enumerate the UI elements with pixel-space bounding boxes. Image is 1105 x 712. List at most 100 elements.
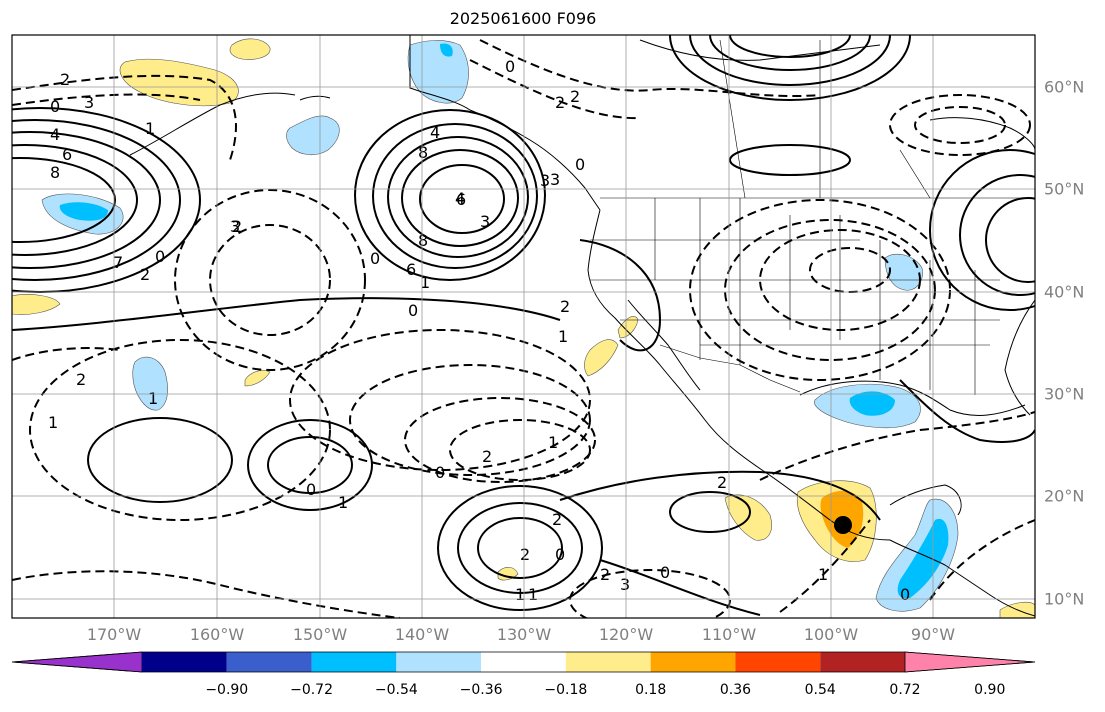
contour-ring — [729, 35, 851, 58]
contour-ring — [889, 94, 1031, 156]
shaded-regions — [12, 38, 1035, 618]
lon-tick-label: 150°W — [292, 625, 348, 644]
colorbar-segment — [142, 652, 227, 672]
contour-label: 2 — [717, 473, 727, 492]
contour-label: 7 — [113, 253, 123, 272]
contour-ring — [372, 123, 538, 269]
contour-label: 1 — [420, 273, 430, 292]
coastline-baja — [627, 299, 701, 391]
contour-ring — [87, 417, 233, 503]
contour-label: 0 — [900, 585, 910, 604]
shade-negative-area — [849, 391, 895, 416]
coastline-central-america — [889, 539, 1035, 617]
contour-label: 8 — [418, 231, 428, 250]
colorbar-segment — [565, 652, 651, 672]
contour-line — [12, 74, 237, 161]
colorbar — [11, 651, 1036, 673]
contour-label: 6 — [406, 260, 416, 279]
border-state — [899, 149, 931, 199]
coastline-east — [1004, 299, 1035, 416]
colorbar-tick-label: −0.18 — [544, 682, 588, 698]
colorbar-tick-label: 0.36 — [719, 682, 752, 698]
contour-label: 6 — [456, 190, 466, 209]
contour-line — [779, 519, 871, 613]
contour-label: 1 — [145, 119, 155, 138]
border-state — [719, 39, 746, 199]
contour-ring — [669, 35, 911, 101]
lon-tick-label: 130°W — [496, 625, 552, 644]
colorbar-segment — [650, 652, 736, 672]
contour-label: 8 — [418, 143, 428, 162]
contour-ring — [209, 224, 331, 336]
colorbar-extend-high — [904, 651, 1036, 673]
colorbar-tick-label: −0.90 — [205, 682, 249, 698]
contour-line — [559, 470, 881, 521]
contour-ring — [12, 119, 181, 281]
contour-label: 1 — [148, 389, 158, 408]
contour-line — [759, 411, 1035, 481]
colorbar-tick-label: −0.36 — [459, 682, 503, 698]
contour-line — [12, 570, 401, 618]
contour-line — [469, 59, 641, 120]
contour-ring — [419, 164, 505, 234]
contour-label: 2 — [570, 87, 580, 106]
contour-label: 3 — [620, 575, 630, 594]
contour-ring — [449, 419, 591, 481]
contour-label: 1 — [818, 565, 828, 584]
colorbar-tick-label: 0.72 — [889, 682, 921, 698]
lat-tick-label: 60°N — [1044, 77, 1085, 97]
contour-line — [899, 379, 1035, 443]
lon-tick-label: 140°W — [394, 625, 450, 644]
contour-label: 2 — [560, 297, 570, 316]
contour-ring — [349, 364, 591, 476]
contour-label: 3 — [550, 170, 560, 189]
contour-label: 8 — [50, 163, 60, 182]
contour-label: 0 — [306, 480, 316, 499]
contour-ring — [12, 131, 161, 269]
coastline-aleutians — [129, 92, 296, 156]
lon-tick-label: 110°W — [701, 625, 757, 644]
contour-ring — [29, 339, 331, 521]
contour-label: 1 — [48, 413, 58, 432]
contour-line — [599, 559, 761, 616]
contour-label: 0 — [155, 247, 165, 266]
contour-label: 1 — [558, 327, 568, 346]
contour-ring — [267, 436, 353, 494]
colorbar-segment — [481, 652, 566, 672]
contour-ring — [985, 197, 1035, 283]
contour-ring — [247, 419, 373, 511]
colorbar-outline — [11, 651, 1036, 673]
shade-negative-area — [440, 43, 453, 57]
colorbar-tick-label: −0.54 — [374, 682, 418, 698]
contour-label: 2 — [552, 510, 562, 529]
coastline-gulf-mexico — [799, 380, 1026, 416]
colorbar-segment — [820, 652, 905, 672]
contour-label: 1 — [515, 585, 525, 604]
contour-label: 0 — [575, 155, 585, 174]
contour-label: 2 — [232, 217, 242, 236]
contour-label: 0 — [50, 97, 60, 116]
contour-label: 0 — [555, 545, 565, 564]
contour-label: 3 — [230, 217, 240, 236]
lon-tick-label: 160°W — [189, 625, 245, 644]
contour-line — [12, 93, 201, 106]
shade-negative-area — [132, 356, 168, 411]
coastline-hudson — [929, 117, 1035, 151]
lon-tick-label: 120°W — [598, 625, 654, 644]
contour-label: 1 — [528, 585, 538, 604]
shade-negative-area — [897, 518, 949, 599]
contour-line — [929, 519, 1035, 601]
contour-label: 2 — [520, 545, 530, 564]
contour-label: 3 — [480, 212, 490, 231]
contour-label: 3 — [540, 171, 550, 190]
contour-ring — [929, 149, 1035, 311]
colorbar-segment — [735, 652, 821, 672]
contour-ring — [669, 491, 751, 533]
shade-negative-area — [59, 202, 108, 221]
gridlines — [12, 35, 1035, 618]
contour-label: 2 — [482, 447, 492, 466]
coastlines — [129, 35, 1035, 617]
contour-ring — [959, 174, 1035, 296]
coastline-small-islands — [299, 95, 331, 101]
shade-positive-area — [119, 58, 239, 107]
